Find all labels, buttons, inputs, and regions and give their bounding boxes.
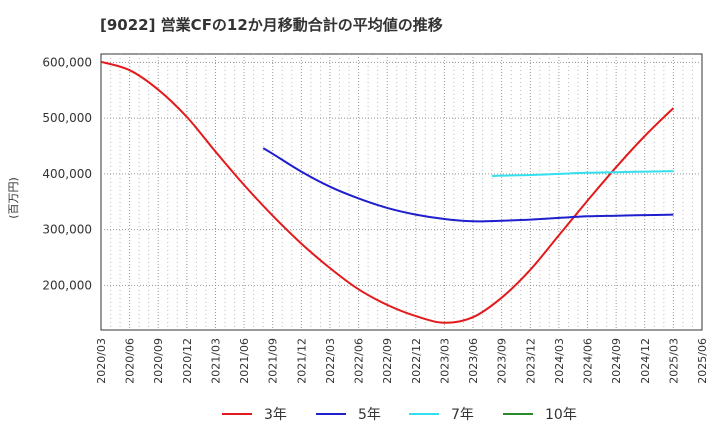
x-tick-label: 2021/12: [295, 338, 308, 384]
plot-area: [100, 53, 703, 331]
y-axis-label: (百万円): [7, 177, 20, 219]
x-tick-label: 2022/03: [324, 338, 337, 384]
x-tick-label: 2023/06: [467, 338, 480, 384]
x-tick-label: 2025/06: [696, 338, 709, 384]
legend-label: 7年: [451, 407, 474, 423]
x-tick-label: 2020/09: [152, 338, 165, 384]
x-tick-label: 2020/06: [124, 338, 137, 384]
series-line-5年: [262, 147, 674, 223]
x-tick-label: 2025/03: [667, 338, 680, 384]
y-axis: 200,000 300,000 400,000 500,000 600,000: [42, 55, 92, 292]
series-line-3年: [100, 60, 675, 324]
y-tick-label: 500,000: [42, 111, 92, 125]
y-tick-label: 400,000: [42, 167, 92, 181]
x-tick-label: 2022/09: [381, 338, 394, 384]
chart-title: [9022] 営業CFの12か月移動合計の平均値の推移: [100, 16, 443, 34]
x-tick-label: 2023/12: [524, 338, 537, 384]
y-tick-label: 300,000: [42, 223, 92, 237]
grid-layer: [101, 54, 702, 330]
legend: 3年 5年 7年 10年: [222, 407, 577, 423]
series-layer: [100, 60, 675, 324]
x-tick-label: 2024/03: [553, 338, 566, 384]
x-tick-label: 2022/12: [410, 338, 423, 384]
x-tick-label: 2024/09: [610, 338, 623, 384]
legend-label: 10年: [545, 407, 577, 423]
x-tick-label: 2021/06: [238, 338, 251, 384]
x-tick-label: 2021/09: [267, 338, 280, 384]
x-axis: 2020/03 2020/06 2020/09 2020/12 2021/03 2021/…: [95, 338, 709, 384]
x-tick-label: 2020/12: [181, 338, 194, 384]
x-tick-label: 2023/09: [496, 338, 509, 384]
x-tick-label: 2021/03: [209, 338, 222, 384]
x-tick-label: 2024/12: [639, 338, 652, 384]
legend-label: 5年: [358, 407, 381, 423]
x-tick-label: 2022/06: [353, 338, 366, 384]
x-tick-label: 2023/03: [438, 338, 451, 384]
series-line-7年: [492, 170, 674, 178]
x-tick-label: 2020/03: [95, 338, 108, 384]
x-tick-label: 2024/06: [582, 338, 595, 384]
y-tick-label: 200,000: [42, 278, 92, 292]
y-tick-label: 600,000: [42, 55, 92, 69]
legend-label: 3年: [264, 407, 287, 423]
